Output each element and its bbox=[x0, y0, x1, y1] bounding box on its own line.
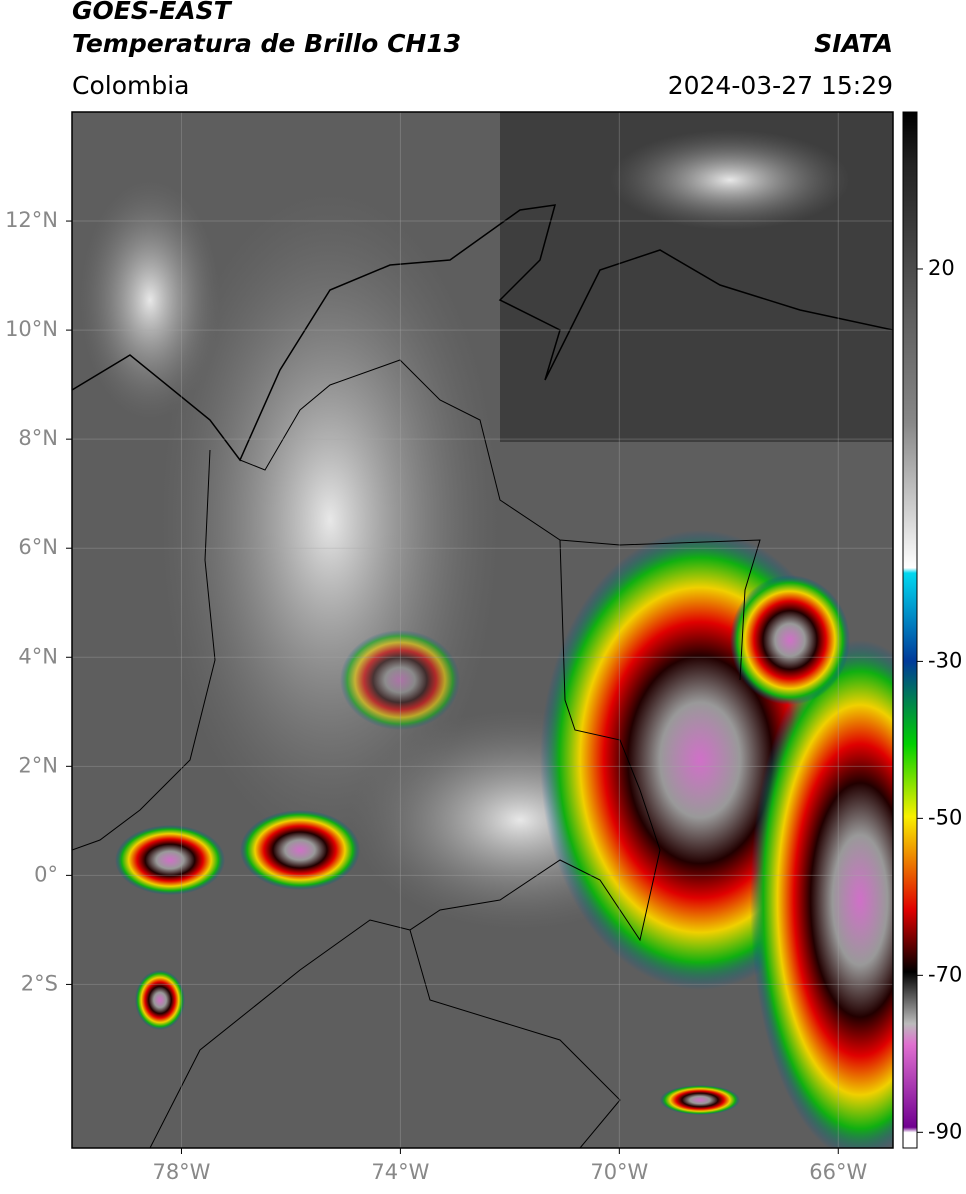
colorbar-tick-label: 20 bbox=[928, 256, 955, 280]
title: GOES-EAST bbox=[72, 0, 233, 25]
colorbar-tick-label: -70 bbox=[928, 962, 962, 986]
colorbar-tick-label: -90 bbox=[928, 1119, 962, 1143]
datetime: 2024-03-27 15:29 bbox=[668, 71, 893, 100]
region: Colombia bbox=[72, 71, 189, 100]
x-tick-label: 66°W bbox=[809, 1160, 867, 1184]
subtitle: Temperatura de Brillo CH13 bbox=[72, 29, 461, 58]
x-tick-label: 74°W bbox=[371, 1160, 429, 1184]
source: SIATA bbox=[814, 29, 893, 58]
satellite-image bbox=[72, 112, 893, 1148]
x-tick-label: 70°W bbox=[590, 1160, 648, 1184]
y-tick-label: 4°N bbox=[18, 644, 58, 668]
y-tick-label: 12°N bbox=[5, 208, 58, 232]
colorbar-tick-label: -50 bbox=[928, 805, 962, 829]
map-frame bbox=[71, 111, 894, 1149]
y-tick-label: 10°N bbox=[5, 317, 58, 341]
y-tick-label: 6°N bbox=[18, 535, 58, 559]
y-tick-label: 2°S bbox=[21, 971, 58, 995]
colorbar-tick-label: -30 bbox=[928, 648, 962, 672]
colorbar bbox=[902, 111, 918, 1149]
y-tick-label: 2°N bbox=[18, 753, 58, 777]
y-tick-label: 0° bbox=[34, 862, 58, 886]
y-tick-label: 8°N bbox=[18, 426, 58, 450]
graticule bbox=[72, 112, 893, 1148]
x-tick-label: 78°W bbox=[152, 1160, 210, 1184]
